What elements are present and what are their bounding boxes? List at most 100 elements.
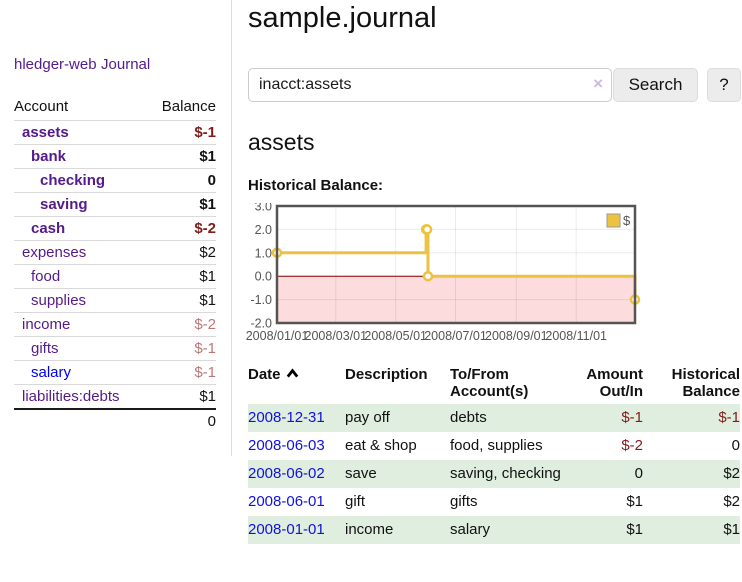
account-link-assets[interactable]: assets [22, 124, 69, 141]
account-balance: $-1 [147, 360, 216, 385]
account-row-saving: saving $1 [14, 192, 216, 217]
account-row-salary: salary $-1 [14, 360, 216, 385]
transaction-amount: $1 [626, 493, 643, 510]
account-balance: $1 [147, 288, 216, 313]
account-balance: $-1 [147, 336, 216, 361]
transaction-date-link[interactable]: 2008-01-01 [248, 521, 325, 538]
transaction-accounts: debts [450, 409, 487, 426]
transactions-header-row: Date Description To/From Account(s) Amou… [248, 364, 740, 404]
svg-text:2.0: 2.0 [255, 223, 272, 237]
account-row-gifts: gifts $-1 [14, 336, 216, 361]
account-row-checking: checking 0 [14, 168, 216, 193]
transaction-date-link[interactable]: 2008-06-03 [248, 437, 325, 454]
transaction-row: 2008-12-31 pay off debts $-1 $-1 [248, 404, 740, 432]
account-balance: $2 [147, 240, 216, 265]
svg-text:-2.0: -2.0 [250, 317, 272, 331]
account-link-income[interactable]: income [22, 316, 71, 333]
search-input-wrap: × [248, 68, 612, 102]
clear-search-icon[interactable]: × [593, 74, 603, 93]
accounts-total-row: 0 [14, 408, 216, 433]
account-balance: $1 [147, 192, 216, 217]
account-row-bank: bank $1 [14, 144, 216, 169]
balance-chart-svg: $3.0 2.0 1.0 0.0 -1.0 -2.02008/01/012008/03/0… [246, 203, 641, 343]
svg-text:$: $ [623, 213, 631, 228]
search-input[interactable] [248, 68, 612, 102]
account-balance: $-1 [147, 120, 216, 145]
account-link-supplies[interactable]: supplies [31, 292, 87, 309]
transaction-description: save [345, 465, 377, 482]
balance-chart: $3.0 2.0 1.0 0.0 -1.0 -2.0 2008/01/01 2008/03/0… [244, 203, 648, 351]
account-link-bank[interactable]: bank [31, 148, 67, 165]
account-link-cash[interactable]: cash [31, 220, 66, 237]
svg-text:2008/01/01: 2008/01/01 [246, 329, 309, 343]
accounts-header-balance: Balance [161, 98, 216, 115]
account-link-gifts[interactable]: gifts [31, 340, 59, 357]
search-form: × Search ? [248, 68, 742, 102]
svg-text:2008/11/01: 2008/11/01 [545, 329, 607, 343]
account-row-cash: cash $-2 [14, 216, 216, 241]
accounts-header-account: Account [14, 98, 69, 115]
transaction-description: pay off [345, 409, 390, 426]
account-row-liabilities-debts: liabilities:debts $1 [14, 384, 216, 409]
transaction-description: income [345, 521, 394, 538]
transaction-description: gift [345, 493, 366, 510]
account-row-expenses: expenses $2 [14, 240, 216, 265]
transaction-date-link[interactable]: 2008-06-01 [248, 493, 325, 510]
transaction-accounts: gifts [450, 493, 478, 510]
help-button[interactable]: ? [707, 68, 741, 102]
account-link-food[interactable]: food [31, 268, 61, 285]
account-row-food: food $1 [14, 264, 216, 289]
transaction-accounts: food, supplies [450, 437, 543, 454]
svg-text:2008/07/01: 2008/07/01 [424, 329, 487, 343]
account-row-supplies: supplies $1 [14, 288, 216, 313]
transaction-balance: $2 [723, 465, 740, 482]
transaction-row: 2008-06-02 save saving, checking 0 $2 [248, 460, 740, 488]
transaction-balance: $2 [723, 493, 740, 510]
account-balance: $-2 [147, 312, 216, 337]
account-balance: $1 [147, 144, 216, 169]
transaction-accounts: salary [450, 521, 491, 538]
svg-text:1.0: 1.0 [255, 246, 272, 260]
account-row-assets: assets $-1 [14, 120, 216, 145]
svg-text:2008/05/01: 2008/05/01 [364, 329, 427, 343]
svg-text:-1.0: -1.0 [250, 293, 272, 307]
transaction-description: eat & shop [345, 437, 417, 454]
transaction-balance: 0 [731, 437, 740, 454]
transaction-balance: $-1 [718, 409, 740, 426]
transaction-date-link[interactable]: 2008-06-02 [248, 465, 325, 482]
account-balance: 0 [147, 168, 216, 193]
transaction-row: 2008-06-01 gift gifts $1 $2 [248, 488, 740, 516]
svg-text:3.0: 3.0 [255, 203, 272, 214]
page-title: sample.journal [248, 2, 437, 34]
transaction-date-link[interactable]: 2008-12-31 [248, 409, 325, 426]
app-title-link[interactable]: hledger-web [14, 56, 97, 73]
sidebar-item-journal[interactable]: Journal [101, 56, 151, 73]
transaction-amount: $-2 [621, 437, 643, 454]
account-link-expenses[interactable]: expenses [22, 244, 87, 261]
accounts-table-header: Account Balance [14, 95, 216, 121]
account-balance: $-2 [147, 216, 216, 241]
account-link-saving[interactable]: saving [40, 196, 88, 213]
transaction-row: 2008-06-03 eat & shop food, supplies $-2… [248, 432, 740, 460]
account-heading: assets [248, 129, 315, 155]
search-button[interactable]: Search [613, 68, 698, 102]
accounts-total-value: 0 [147, 408, 216, 433]
sort-ascending-icon [286, 368, 299, 379]
account-link-salary[interactable]: salary [31, 364, 72, 381]
column-header-accounts: To/From Account(s) [450, 366, 529, 400]
account-row-income: income $-2 [14, 312, 216, 337]
accounts-table: Account Balance assets $-1 bank $1 check… [14, 95, 216, 433]
transactions-table: Date Description To/From Account(s) Amou… [248, 364, 740, 544]
column-header-balance: Historical Balance [671, 366, 740, 400]
transaction-amount: 0 [634, 465, 643, 482]
transaction-accounts: saving, checking [450, 465, 561, 482]
column-header-date[interactable]: Date [248, 364, 345, 404]
column-header-description: Description [345, 366, 428, 383]
transaction-amount: $1 [626, 521, 643, 538]
svg-text:2008/03/01: 2008/03/01 [305, 329, 368, 343]
transaction-balance: $1 [723, 521, 740, 538]
transaction-row: 2008-01-01 income salary $1 $1 [248, 516, 740, 544]
account-link-liabilities-debts[interactable]: liabilities:debts [22, 388, 120, 405]
transaction-amount: $-1 [621, 409, 643, 426]
account-link-checking[interactable]: checking [40, 172, 106, 189]
